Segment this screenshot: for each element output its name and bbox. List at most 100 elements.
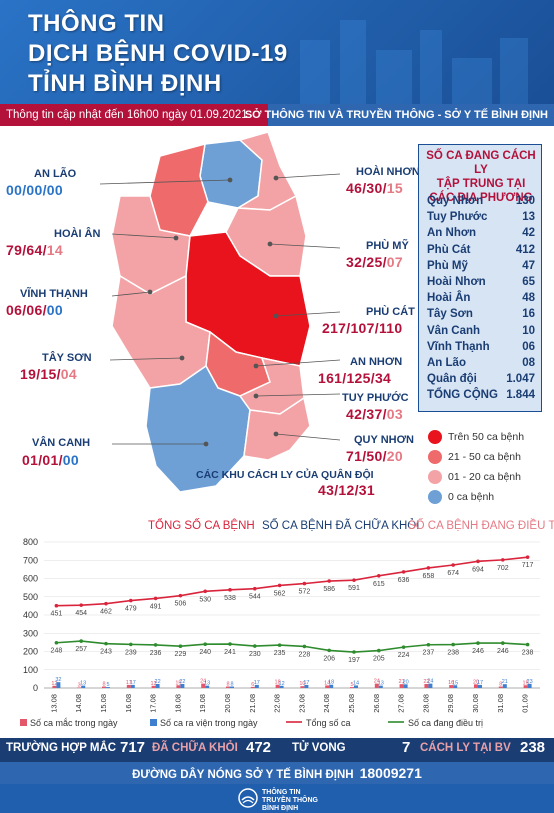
quarantine-row-value: 16 — [522, 308, 535, 321]
bar — [102, 686, 106, 688]
bar — [304, 684, 309, 688]
bar-data-label: 14 — [324, 680, 330, 686]
x-tick-label: 23.08 — [297, 694, 306, 713]
point — [476, 641, 480, 645]
bar — [275, 684, 280, 688]
point-data-label: 674 — [447, 570, 459, 577]
bar — [300, 686, 305, 688]
x-tick-label: 14.08 — [74, 694, 83, 713]
bar — [403, 684, 408, 688]
point — [476, 559, 480, 564]
bar — [325, 685, 330, 688]
point-data-label: 224 — [398, 652, 410, 659]
district-tay-son-values: 19/15/04 — [20, 366, 77, 382]
bar — [527, 683, 532, 688]
hotline-label: ĐƯỜNG DÂY NÓNG SỞ Y TẾ BÌNH ĐỊNH — [132, 769, 354, 781]
quarantine-row-name: Vĩnh Thạnh — [427, 340, 490, 353]
bar — [329, 684, 334, 688]
point-data-label: 462 — [100, 609, 112, 616]
point-data-label: 239 — [125, 649, 137, 656]
bar-data-label: 8 — [230, 682, 233, 688]
point — [501, 641, 505, 645]
header-skyline-decoration — [300, 20, 528, 104]
point — [203, 642, 207, 646]
point — [228, 588, 232, 592]
y-tick-label: 300 — [23, 628, 38, 638]
point — [352, 578, 356, 582]
district-hoai-an-name: HOÀI ÂN — [54, 228, 101, 240]
x-tick-label: 01.09 — [521, 694, 530, 713]
map-region-hoai-an — [149, 142, 209, 237]
point-data-label: 240 — [199, 649, 211, 656]
legend-swatch — [428, 490, 442, 504]
point-data-label: 572 — [299, 589, 311, 596]
bar-data-label: 16 — [448, 680, 454, 686]
bar — [502, 684, 507, 688]
point-data-label: 238 — [447, 650, 459, 657]
chart-legend-label: Số ca ra viện trong ngày — [160, 718, 258, 728]
bar — [354, 685, 358, 688]
legend-swatch — [428, 430, 442, 444]
bar-data-label: 22 — [423, 679, 429, 685]
quarantine-row: Vân Canh 10 — [427, 325, 535, 339]
point-data-label: 586 — [323, 586, 335, 593]
point — [79, 639, 83, 643]
bar-data-label: 5 — [106, 682, 109, 688]
header: THÔNG TIN DỊCH BỆNH COVID-19 TỈNH BÌNH Đ… — [0, 0, 554, 104]
point — [253, 586, 257, 591]
x-tick-label: 19.08 — [198, 694, 207, 713]
header-total-cases: TỔNG SỐ CA BỆNH — [148, 520, 255, 532]
bar-data-label: 8 — [226, 682, 229, 688]
point-data-label: 530 — [199, 596, 211, 603]
bar-data-label: 15 — [452, 680, 458, 686]
x-tick-label: 25.08 — [347, 694, 356, 713]
quarantine-row-value: 1.047 — [506, 373, 535, 386]
quarantine-row: TỔNG CỘNG 1.844 — [427, 389, 535, 403]
y-tick-label: 500 — [23, 592, 38, 602]
point-data-label: 451 — [51, 611, 63, 618]
stat-deaths-label: TỬ VONG — [292, 742, 346, 754]
point-data-label: 544 — [249, 594, 261, 601]
bar-data-label: 6 — [251, 682, 254, 688]
bar — [126, 684, 131, 688]
bar — [474, 684, 478, 688]
bar-data-label: 17 — [126, 680, 132, 686]
district-tuy-phuoc-values: 42/37/03 — [346, 406, 403, 422]
bar-data-label: 17 — [303, 680, 309, 686]
quarantine-row-name: Quân đội — [427, 373, 477, 386]
header-recovered: SỐ CA BỆNH ĐÃ CHỮA KHỎI — [262, 520, 420, 532]
stat-recovered-value: 472 — [246, 739, 272, 756]
bar-data-label: 22 — [179, 679, 185, 685]
quarantine-row-value: 10 — [522, 324, 535, 337]
district-phu-cat-name: PHÙ CÁT — [366, 306, 415, 318]
point — [277, 583, 282, 588]
bar — [77, 687, 82, 688]
legend-swatch — [428, 450, 442, 464]
point-data-label: 197 — [348, 657, 360, 664]
bar-data-label: 24 — [200, 679, 206, 685]
y-tick-label: 700 — [23, 555, 38, 565]
quarantine-row-name: Hoài Ân — [427, 292, 471, 305]
district-quy-nhon-name: QUY NHƠN — [354, 434, 414, 446]
point-data-label: 228 — [299, 651, 311, 658]
footer-logo-text: THÔNG TIN TRUYỀN THÔNG BÌNH ĐỊNH — [262, 789, 318, 812]
point-data-label: 241 — [224, 649, 236, 656]
stat-isolation-label: CÁCH LY TẠI BV — [420, 742, 511, 754]
point — [401, 570, 406, 574]
x-tick-label: 13.08 — [49, 694, 58, 713]
bar — [424, 683, 429, 688]
map-region-quy-nhon — [243, 396, 311, 461]
bar — [428, 683, 433, 688]
chart-legend-label: Số ca đang điều trị — [408, 718, 483, 728]
point-data-label: 246 — [472, 648, 484, 655]
quarantine-row-name: Tuy Phước — [427, 211, 488, 224]
point-data-label: 238 — [522, 650, 534, 657]
bar — [56, 682, 61, 688]
y-tick-label: 800 — [23, 537, 38, 547]
point-data-label: 694 — [472, 566, 484, 573]
bar — [449, 685, 454, 688]
point — [104, 601, 108, 606]
chart-legend-swatch — [20, 719, 27, 726]
quarantine-row-name: An Nhơn — [427, 227, 477, 240]
point — [327, 648, 332, 653]
